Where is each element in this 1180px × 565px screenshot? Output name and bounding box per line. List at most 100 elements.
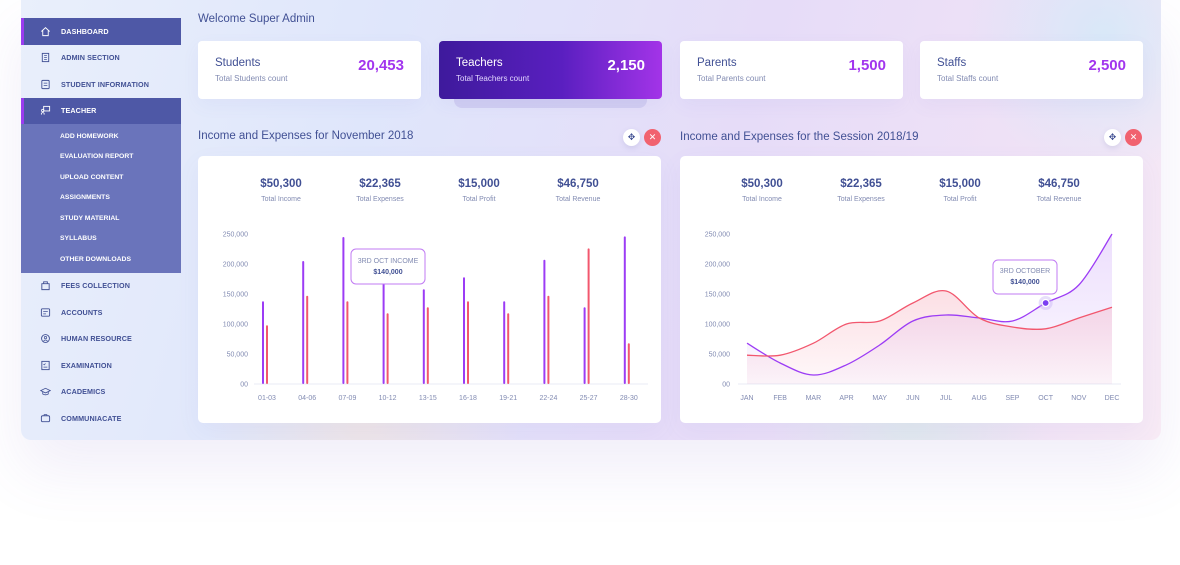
- move-icon: ✥: [1108, 132, 1117, 142]
- sidebar-item-admin-section[interactable]: ADMIN SECTION: [21, 45, 181, 72]
- summary-total-expenses: $22,365 Total Expenses: [816, 178, 906, 203]
- x-tick-label: 01-03: [258, 395, 276, 402]
- submenu-add-homework[interactable]: ADD HOMEWORK: [60, 132, 119, 140]
- bar: [623, 236, 626, 384]
- stat-label: Students: [215, 57, 261, 69]
- home-icon: [39, 25, 51, 37]
- sidebar-item-label: TEACHER: [61, 106, 97, 116]
- x-tick-label: NOV: [1071, 395, 1087, 402]
- bar: [503, 301, 506, 384]
- sidebar-item-dashboard[interactable]: DASHBOARD: [21, 18, 181, 45]
- teacher-submenu: ADD HOMEWORK EVALUATION REPORT UPLOAD CO…: [21, 124, 181, 273]
- building-icon: [39, 52, 51, 64]
- tooltip-box: [350, 248, 426, 285]
- stat-caption: Total Teachers count: [456, 74, 530, 83]
- chart-tooltip: 3RD OCT INCOME $140,000: [350, 248, 426, 285]
- submenu-syllabus[interactable]: SYLLABUS: [60, 235, 97, 243]
- x-tick-label: 07-09: [338, 395, 356, 402]
- stat-card-students[interactable]: Students Total Students count 20,453: [198, 41, 421, 99]
- summary-total-income: $50,300 Total Income: [717, 178, 807, 203]
- y-tick-label: 150,000: [223, 292, 248, 299]
- y-tick-label: 50,000: [227, 352, 249, 359]
- stat-label: Staffs: [937, 57, 967, 69]
- summary-amount: $22,365: [840, 178, 882, 190]
- stat-value: 1,500: [848, 57, 886, 74]
- close-button[interactable]: ✕: [644, 129, 661, 146]
- sidebar-item-communicate[interactable]: COMMUNIACATE: [21, 405, 181, 432]
- sidebar-item-student-information[interactable]: STUDENT INFORMATION: [21, 71, 181, 98]
- panel-title-session: Income and Expenses for the Session 2018…: [680, 131, 919, 143]
- bar: [266, 325, 268, 384]
- summary-amount: $15,000: [939, 178, 981, 190]
- summary-amount: $46,750: [1038, 178, 1080, 190]
- submenu-evaluation-report[interactable]: EVALUATION REPORT: [60, 153, 134, 161]
- y-tick-label: 150,000: [705, 292, 730, 299]
- stat-card-parents[interactable]: Parents Total Parents count 1,500: [680, 41, 903, 99]
- summary-total-income: $50,300 Total Income: [236, 178, 326, 203]
- y-tick-label: 200,000: [705, 262, 730, 269]
- summary-total-profit: $15,000 Total Profit: [915, 178, 1005, 203]
- x-tick-label: JUL: [940, 395, 953, 402]
- sidebar-item-academics[interactable]: ACADEMICS: [21, 379, 181, 406]
- tooltip-value: $140,000: [1010, 279, 1039, 286]
- bar: [306, 295, 309, 384]
- sidebar-item-human-resource[interactable]: HUMAN RESOURCE: [21, 326, 181, 353]
- bar: [463, 277, 465, 384]
- x-tick-label: 19-21: [499, 395, 517, 402]
- highlight-point: [1041, 298, 1050, 308]
- summary-total-revenue: $46,750 Total Revenue: [533, 178, 623, 203]
- sidebar-item-label: FEES COLLECTION: [61, 281, 130, 291]
- summary-caption: Total Income: [742, 196, 782, 203]
- chart-tooltip: 3RD OCTOBER $140,000: [992, 259, 1058, 295]
- x-tick-label: MAR: [806, 395, 822, 402]
- stat-label: Parents: [697, 57, 737, 69]
- x-tick-label: MAY: [872, 395, 887, 402]
- summary-amount: $46,750: [557, 178, 599, 190]
- submenu-assignments[interactable]: ASSIGNMENTS: [60, 194, 110, 202]
- bar: [302, 261, 305, 384]
- close-button[interactable]: ✕: [1125, 129, 1142, 146]
- bar-chart: 250,000 200,000 150,000 100,000 50,000 00 01-0…: [223, 232, 648, 402]
- sidebar-item-label: ADMIN SECTION: [61, 53, 120, 63]
- summary-amount: $50,300: [260, 178, 302, 190]
- bar: [382, 279, 385, 384]
- summary-total-expenses: $22,365 Total Expenses: [335, 178, 425, 203]
- y-tick-label: 100,000: [705, 322, 730, 329]
- x-tick-label: SEP: [1005, 395, 1019, 402]
- sidebar-item-examination[interactable]: EXAMINATION: [21, 352, 181, 379]
- stat-caption: Total Staffs count: [937, 74, 999, 83]
- bar: [507, 313, 510, 384]
- summary-caption: Total Revenue: [1036, 196, 1082, 203]
- x-tick-label: APR: [839, 395, 853, 402]
- x-tick-label: FEB: [773, 395, 787, 402]
- move-button[interactable]: ✥: [623, 129, 640, 146]
- summary-caption: Total Revenue: [555, 196, 601, 203]
- bar: [346, 301, 349, 384]
- stat-card-teachers[interactable]: Teachers Total Teachers count 2,150: [439, 41, 662, 99]
- stat-caption: Total Students count: [215, 74, 288, 83]
- submenu-other-downloads[interactable]: OTHER DOWNLOADS: [60, 255, 131, 263]
- graduation-cap-icon: [39, 386, 51, 398]
- sidebar-item-teacher[interactable]: TEACHER: [21, 97, 181, 124]
- page-title: Welcome Super Admin: [198, 13, 315, 25]
- stat-value: 20,453: [358, 57, 404, 74]
- move-button[interactable]: ✥: [1104, 129, 1121, 146]
- stat-card-staffs[interactable]: Staffs Total Staffs count 2,500: [920, 41, 1143, 99]
- x-tick-label: DEC: [1105, 395, 1120, 402]
- sidebar-item-fees-collection[interactable]: FEES COLLECTION: [21, 273, 181, 300]
- tooltip-title: 3RD OCT INCOME: [358, 258, 419, 265]
- submenu-upload-content[interactable]: UPLOAD CONTENT: [60, 173, 124, 181]
- bar: [547, 295, 550, 384]
- move-icon: ✥: [627, 132, 636, 142]
- accounts-icon: [39, 306, 51, 318]
- summary-caption: Total Profit: [943, 196, 977, 203]
- y-tick-label: 100,000: [223, 322, 248, 329]
- sidebar-item-label: EXAMINATION: [61, 360, 112, 370]
- summary-caption: Total Profit: [462, 196, 496, 203]
- submenu-study-material[interactable]: STUDY MATERIAL: [60, 214, 120, 222]
- x-tick-label: 04-06: [298, 395, 316, 402]
- bar: [627, 343, 630, 384]
- human-resource-icon: [39, 333, 51, 345]
- bar: [587, 248, 590, 384]
- sidebar-item-accounts[interactable]: ACCOUNTS: [21, 299, 181, 326]
